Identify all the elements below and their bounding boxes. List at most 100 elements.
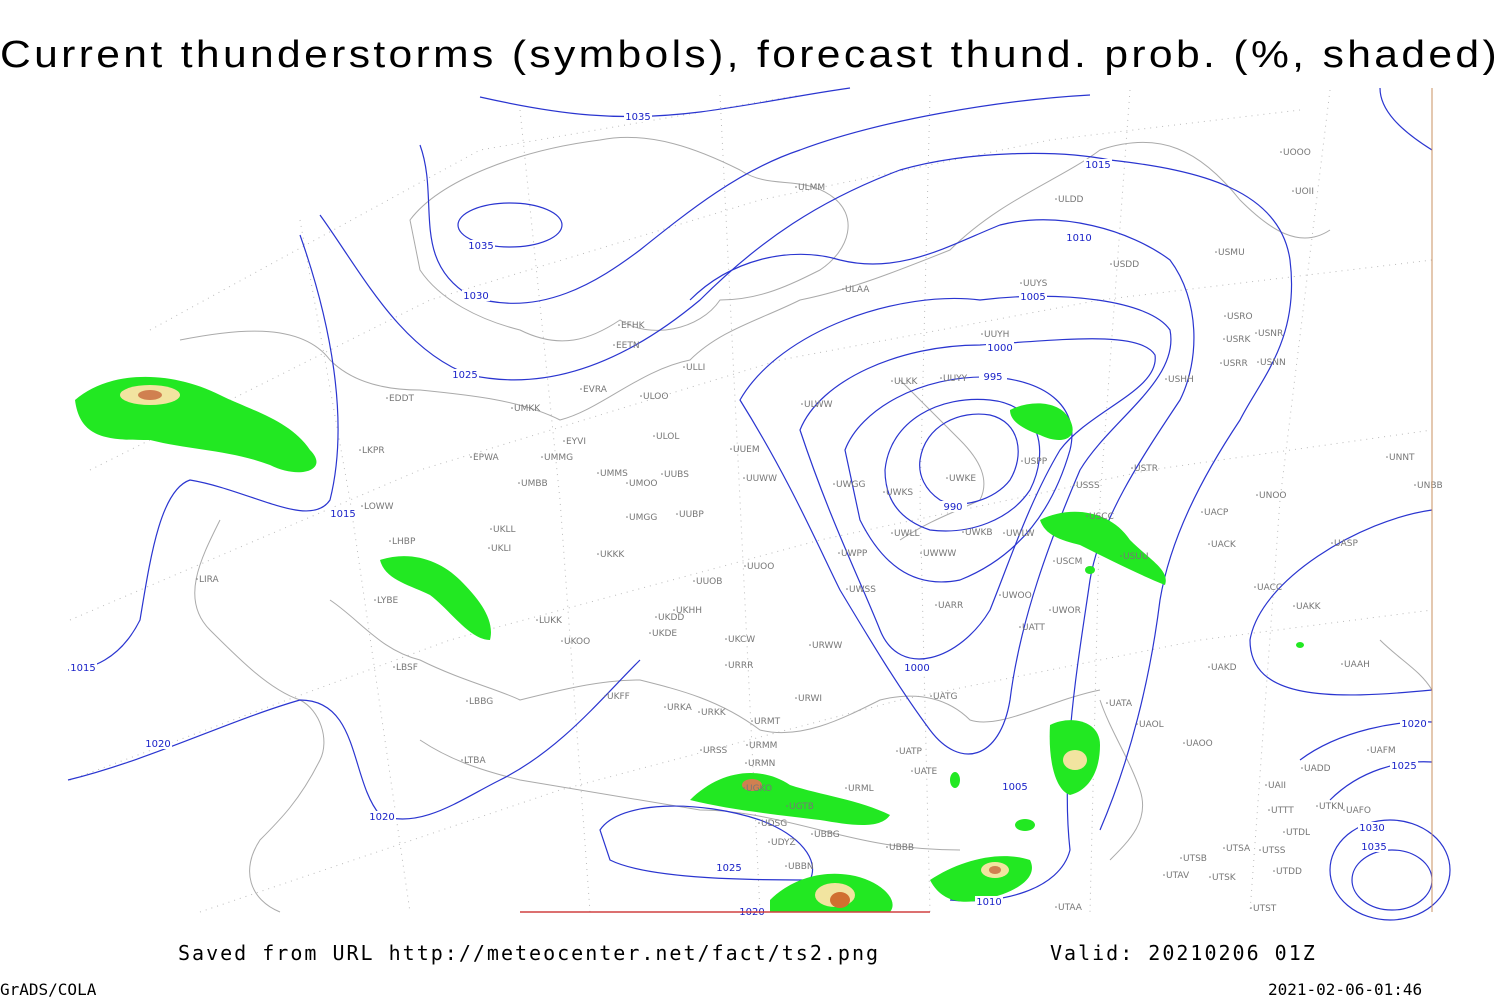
station-dot <box>196 578 198 580</box>
station-dot <box>1165 378 1167 380</box>
station-label: EVRA <box>583 385 608 395</box>
station-label: USNR <box>1258 329 1283 339</box>
station-label: USCM <box>1056 557 1082 567</box>
station-dot <box>1183 742 1185 744</box>
station-label: URRR <box>728 661 753 671</box>
station-dot <box>999 594 1001 596</box>
station-label: UNNT <box>1389 453 1415 463</box>
station-dot <box>930 695 932 697</box>
station-dot <box>700 749 702 751</box>
station-dot <box>1256 494 1258 496</box>
station-dot <box>1073 484 1075 486</box>
isobar-label-bg <box>467 240 495 251</box>
station-label: EDDT <box>389 394 415 404</box>
valid-time: Valid: 20210206 01Z <box>1050 941 1317 965</box>
station-dot <box>730 448 732 450</box>
isobar-label: 1015 <box>70 663 95 674</box>
station-label: UUOB <box>696 577 722 587</box>
station-label: USCC <box>1089 512 1114 522</box>
station-dot <box>1055 906 1057 908</box>
station-dot <box>809 644 811 646</box>
station-dot <box>940 377 942 379</box>
station-dot <box>1343 809 1345 811</box>
station-label: UTDL <box>1286 828 1310 838</box>
station-label: USPP <box>1024 457 1048 467</box>
station-label: UACK <box>1211 540 1237 550</box>
station-dot <box>461 759 463 761</box>
station-dot <box>911 770 913 772</box>
station-label: UOII <box>1295 187 1314 197</box>
isobar-label: 1035 <box>1361 842 1386 853</box>
station-dot <box>745 762 747 764</box>
station-label: UOOO <box>1283 148 1311 158</box>
station-dot <box>655 616 657 618</box>
isobar-label-bg <box>144 738 172 749</box>
isobar-label-bg <box>329 508 357 519</box>
isobar-label: 1030 <box>1359 823 1384 834</box>
station-dot <box>891 532 893 534</box>
station-label: UNOO <box>1259 491 1287 501</box>
isobar-label-bg <box>1001 781 1029 792</box>
station-label: USRR <box>1223 359 1248 369</box>
station-label: LBBG <box>469 697 493 707</box>
station-label: LBSF <box>396 663 418 673</box>
station-label: USUU <box>1123 552 1148 562</box>
map-title: Current thunderstorms (symbols), forecas… <box>0 34 1500 76</box>
station-label: UUYH <box>984 330 1009 340</box>
station-label: UWOR <box>1052 606 1081 616</box>
isobar-label: 1020 <box>1401 719 1426 730</box>
station-label: UTAV <box>1166 871 1190 881</box>
station-dot <box>1021 460 1023 462</box>
station-dot <box>626 516 628 518</box>
station-dot <box>801 403 803 405</box>
station-dot <box>386 397 388 399</box>
isobar-label: 1005 <box>1002 782 1027 793</box>
station-label: UWGG <box>836 480 865 490</box>
station-label: UGKO <box>746 784 772 794</box>
station-label: UATA <box>1109 699 1133 709</box>
station-dot <box>1283 831 1285 833</box>
station-label: UBBG <box>814 830 840 840</box>
station-label: UWSS <box>849 585 876 595</box>
station-label: UTST <box>1253 904 1277 914</box>
station-label: UAKD <box>1211 663 1237 673</box>
isobar-label: 1025 <box>1391 761 1416 772</box>
station-label: EETN <box>616 341 640 351</box>
station-dot <box>613 344 615 346</box>
station-dot <box>626 482 628 484</box>
station-dot <box>466 700 468 702</box>
station-label: UTAA <box>1058 903 1083 913</box>
isobar-label-bg <box>1358 822 1386 833</box>
station-label: URML <box>848 784 874 794</box>
isobar-label-bg <box>451 369 479 380</box>
station-dot <box>846 588 848 590</box>
station-label: LHBP <box>392 537 416 547</box>
station-label: USDD <box>1113 260 1139 270</box>
coastlines <box>179 136 1433 913</box>
station-dot <box>470 456 472 458</box>
station-label: URMT <box>754 717 781 727</box>
station-label: UUYS <box>1023 279 1048 289</box>
station-dot <box>1020 282 1022 284</box>
station-dot <box>795 186 797 188</box>
station-dot <box>640 395 642 397</box>
station-label: UAKK <box>1296 602 1322 612</box>
station-dot <box>746 744 748 746</box>
station-dot <box>490 528 492 530</box>
isobar-label: 1035 <box>468 241 493 252</box>
isobar-label: 1020 <box>369 812 394 823</box>
isobar-label: 1035 <box>625 112 650 123</box>
isobar-label: 990 <box>943 502 962 513</box>
station-dot <box>618 324 620 326</box>
station-dot <box>1201 511 1203 513</box>
graticule <box>69 89 1433 913</box>
station-label: ULOO <box>643 392 668 402</box>
station-dot <box>563 440 565 442</box>
station-label: UTTT <box>1271 806 1294 816</box>
station-label: USNN <box>1260 358 1286 368</box>
station-label: UWKS <box>886 488 913 498</box>
map-area: ULMM ULDD UOOO UOII USMU USDD ULAA UUYS USRO USRK… <box>67 87 1451 921</box>
station-label: UDYZ <box>771 838 796 848</box>
station-label: UMOO <box>629 479 658 489</box>
station-label: UTDD <box>1276 867 1302 877</box>
